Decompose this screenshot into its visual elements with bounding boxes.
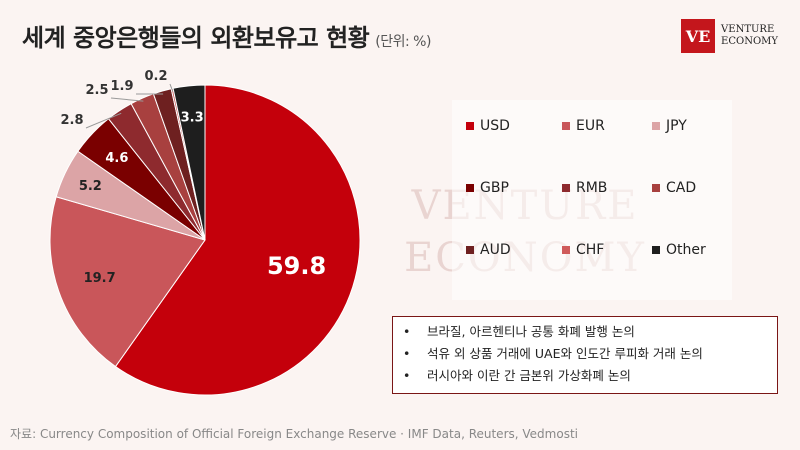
legend-swatch [562, 184, 570, 192]
logo-line-2: ECONOMY [721, 36, 778, 47]
legend-label: RMB [576, 180, 608, 196]
legend-label: GBP [480, 180, 509, 196]
legend-swatch [466, 184, 474, 192]
legend-swatch [562, 122, 570, 130]
logo-mark: VE [681, 19, 716, 53]
legend-item-cad: CAD [652, 180, 696, 196]
notes-box: • 브라질, 아르헨티나 공통 화폐 발행 논의 • 석유 외 상품 거래에 UAE… [392, 316, 778, 394]
slice-label-gbp: 4.6 [105, 151, 128, 166]
legend-swatch [652, 246, 660, 254]
note-text: 석유 외 상품 거래에 UAE와 인도간 루피화 거래 논의 [427, 346, 703, 361]
chart-legend: USD EUR JPY GBP RMB CAD AUD CHF Other [452, 100, 732, 300]
pie-slice-eur [49, 196, 206, 368]
note-item: • 석유 외 상품 거래에 UAE와 인도간 루피화 거래 논의 [403, 343, 777, 365]
note-text: 브라질, 아르헨티나 공통 화폐 발행 논의 [427, 324, 635, 339]
slice-label-cad: 2.5 [85, 83, 108, 98]
legend-item-other: Other [652, 242, 706, 258]
legend-item-eur: EUR [562, 118, 605, 134]
logo-line-1: VENTURE [721, 24, 775, 35]
legend-item-aud: AUD [466, 242, 511, 258]
legend-item-gbp: GBP [466, 180, 509, 196]
leader-line-chf [169, 83, 174, 92]
brand-logo: VE VENTURE ECONOMY [681, 18, 778, 54]
legend-swatch [652, 184, 660, 192]
legend-label: JPY [666, 118, 687, 134]
slice-label-usd: 59.8 [267, 252, 326, 280]
note-text: 러시아와 이란 간 금본위 가상화폐 논의 [427, 368, 631, 383]
slice-label-aud: 1.9 [110, 79, 133, 94]
legend-swatch [562, 246, 570, 254]
slice-label-jpy: 5.2 [79, 179, 102, 194]
legend-label: AUD [480, 242, 511, 258]
note-item: • 러시아와 이란 간 금본위 가상화폐 논의 [403, 365, 777, 387]
legend-label: EUR [576, 118, 605, 134]
leader-line-cad [110, 97, 144, 102]
note-item: • 브라질, 아르헨티나 공통 화폐 발행 논의 [403, 321, 777, 343]
slice-label-chf: 0.2 [144, 69, 167, 84]
legend-item-rmb: RMB [562, 180, 607, 196]
legend-item-usd: USD [466, 118, 510, 134]
title-unit: (단위: %) [375, 34, 431, 50]
legend-item-chf: CHF [562, 242, 604, 258]
slice-label-other: 3.3 [181, 111, 204, 126]
pie-slice-other [172, 84, 206, 241]
chart-title: 세계 중앙은행들의 외환보유고 현황 (단위: %) [22, 18, 431, 53]
legend-swatch [652, 122, 660, 130]
legend-label: Other [666, 242, 706, 258]
legend-label: CHF [576, 242, 605, 258]
legend-swatch [466, 122, 474, 130]
logo-wordmark: VENTURE ECONOMY [721, 24, 778, 48]
slice-label-eur: 19.7 [84, 271, 116, 286]
legend-label: USD [480, 118, 510, 134]
slice-label-rmb: 2.8 [60, 113, 83, 128]
source-note: 자료: Currency Composition of Official For… [10, 427, 578, 441]
legend-item-jpy: JPY [652, 118, 687, 134]
title-text: 세계 중앙은행들의 외환보유고 현황 [22, 24, 370, 52]
pie-slice-usd [114, 84, 361, 396]
legend-label: CAD [666, 180, 697, 196]
leader-line-rmb [85, 112, 122, 129]
legend-swatch [466, 246, 474, 254]
